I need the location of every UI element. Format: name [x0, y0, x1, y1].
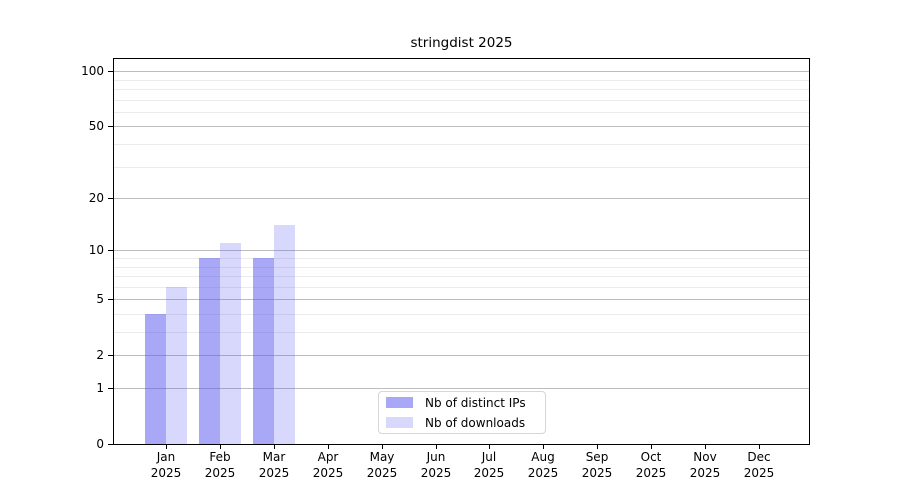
- x-axis-tick: [489, 445, 490, 449]
- x-axis-tick-label: May 2025: [354, 450, 410, 481]
- x-axis-tick-label-line: 2025: [204, 465, 236, 480]
- minor-gridline: [113, 144, 810, 146]
- legend-swatch-distinct-ips-icon: [386, 397, 413, 408]
- x-axis-tick-label-line: 2025: [473, 465, 505, 480]
- x-axis-tick-label: Feb 2025: [192, 450, 248, 481]
- y-axis-tick: [108, 198, 113, 199]
- minor-gridline: [113, 112, 810, 113]
- x-axis-tick-label: Dec 2025: [731, 450, 787, 481]
- x-axis-tick-label-line: 2025: [689, 465, 721, 480]
- x-axis-tick-label-line: 2025: [527, 465, 559, 480]
- plot-border: [113, 58, 810, 445]
- x-axis-tick: [274, 445, 275, 449]
- legend-swatch-downloads-icon: [386, 417, 413, 428]
- bar-distinct-ips-jan: [145, 314, 166, 444]
- x-axis-tick-label-line: Apr: [317, 450, 339, 464]
- y-axis-tick: [108, 250, 113, 251]
- y-axis-tick-label: 20: [88, 191, 104, 205]
- x-axis-tick-label: Aug 2025: [515, 450, 571, 481]
- y-axis-tick: [108, 299, 113, 300]
- y-axis-tick: [108, 71, 113, 72]
- minor-gridline: [113, 314, 810, 315]
- x-axis-tick: [705, 445, 706, 449]
- minor-gridline: [113, 79, 810, 81]
- x-axis-tick-label-line: 2025: [366, 465, 398, 480]
- x-axis-tick-label-line: 2025: [581, 465, 613, 480]
- minor-gridline: [113, 166, 810, 168]
- x-axis-tick-label: Nov 2025: [677, 450, 733, 481]
- x-axis-tick: [220, 445, 221, 449]
- x-axis-tick-label-line: Mar: [262, 450, 286, 464]
- x-axis-tick-label-line: Oct: [640, 450, 662, 464]
- major-gridline: [113, 71, 810, 73]
- y-axis-tick-label: 2: [96, 348, 104, 362]
- minor-gridline: [113, 332, 810, 333]
- y-axis-tick: [108, 444, 113, 445]
- bar-distinct-ips-feb: [198, 258, 220, 444]
- minor-gridline: [113, 89, 810, 91]
- y-axis-tick-label: 0: [96, 437, 104, 451]
- major-gridline: [113, 388, 810, 389]
- x-axis-tick-label-line: Dec: [747, 450, 771, 464]
- x-axis-tick: [382, 445, 383, 449]
- bar-downloads-jan: [166, 286, 187, 444]
- x-axis-tick-label: Oct 2025: [623, 450, 679, 481]
- x-axis-tick-label-line: 2025: [420, 465, 452, 480]
- legend-item-distinct-ips: Nb of distinct IPs: [386, 394, 545, 412]
- x-axis-tick: [597, 445, 598, 449]
- y-axis-tick-label: 100: [81, 64, 104, 78]
- major-gridline: [113, 198, 810, 200]
- x-axis-tick-label-line: Jun: [426, 450, 446, 464]
- minor-gridline: [113, 99, 810, 101]
- x-axis-tick-label-line: May: [369, 450, 395, 464]
- y-axis-tick: [108, 126, 113, 127]
- x-axis-tick-label-line: 2025: [635, 465, 667, 480]
- y-axis-tick-label: 5: [96, 292, 104, 306]
- x-axis-tick: [759, 445, 760, 449]
- x-axis-tick: [543, 445, 544, 449]
- minor-gridline: [113, 286, 810, 288]
- major-gridline: [113, 355, 810, 357]
- legend: Nb of distinct IPs Nb of downloads: [378, 391, 546, 434]
- minor-gridline: [113, 266, 810, 268]
- y-axis-tick-label: 50: [88, 119, 104, 133]
- legend-label-distinct-ips: Nb of distinct IPs: [425, 395, 526, 410]
- x-axis-tick-label-line: Sep: [585, 450, 609, 464]
- major-gridline: [113, 299, 810, 301]
- x-axis-tick-label-line: 2025: [258, 465, 290, 480]
- x-axis-tick-label: Jun 2025: [408, 450, 464, 481]
- x-axis-tick-label-line: Jul: [481, 450, 497, 464]
- bar-downloads-mar: [273, 225, 295, 444]
- legend-label-downloads: Nb of downloads: [425, 415, 526, 430]
- x-axis-tick-label: Mar 2025: [246, 450, 302, 481]
- y-axis-tick: [108, 388, 113, 389]
- x-axis-tick: [328, 445, 329, 449]
- minor-gridline: [113, 276, 810, 277]
- major-gridline: [113, 126, 810, 128]
- x-axis-tick-label-line: 2025: [150, 465, 182, 480]
- y-axis-tick: [108, 355, 113, 356]
- x-axis-tick-label-line: Jan: [156, 450, 176, 464]
- x-axis-tick-label-line: 2025: [312, 465, 344, 480]
- x-axis-tick: [166, 445, 167, 449]
- x-axis-tick-label: Sep 2025: [569, 450, 625, 481]
- bar-distinct-ips-mar: [252, 258, 274, 444]
- x-axis-tick-label-line: 2025: [743, 465, 775, 480]
- legend-item-downloads: Nb of downloads: [386, 414, 545, 432]
- x-axis-tick: [436, 445, 437, 449]
- x-axis-tick-label-line: Aug: [531, 450, 555, 464]
- minor-gridline: [113, 258, 810, 259]
- major-gridline: [113, 250, 810, 252]
- x-axis-tick-label: Jan 2025: [138, 450, 194, 481]
- x-axis-tick-label-line: Nov: [693, 450, 717, 464]
- x-axis-tick: [651, 445, 652, 449]
- y-axis-tick-label: 1: [96, 381, 104, 395]
- x-axis-tick-label-line: Feb: [209, 450, 231, 464]
- chart-title: stringdist 2025: [410, 35, 513, 51]
- bar-downloads-feb: [219, 243, 241, 444]
- x-axis-tick-label: Jul 2025: [461, 450, 517, 481]
- y-axis-tick-label: 10: [88, 243, 104, 257]
- x-axis-tick-label: Apr 2025: [300, 450, 356, 481]
